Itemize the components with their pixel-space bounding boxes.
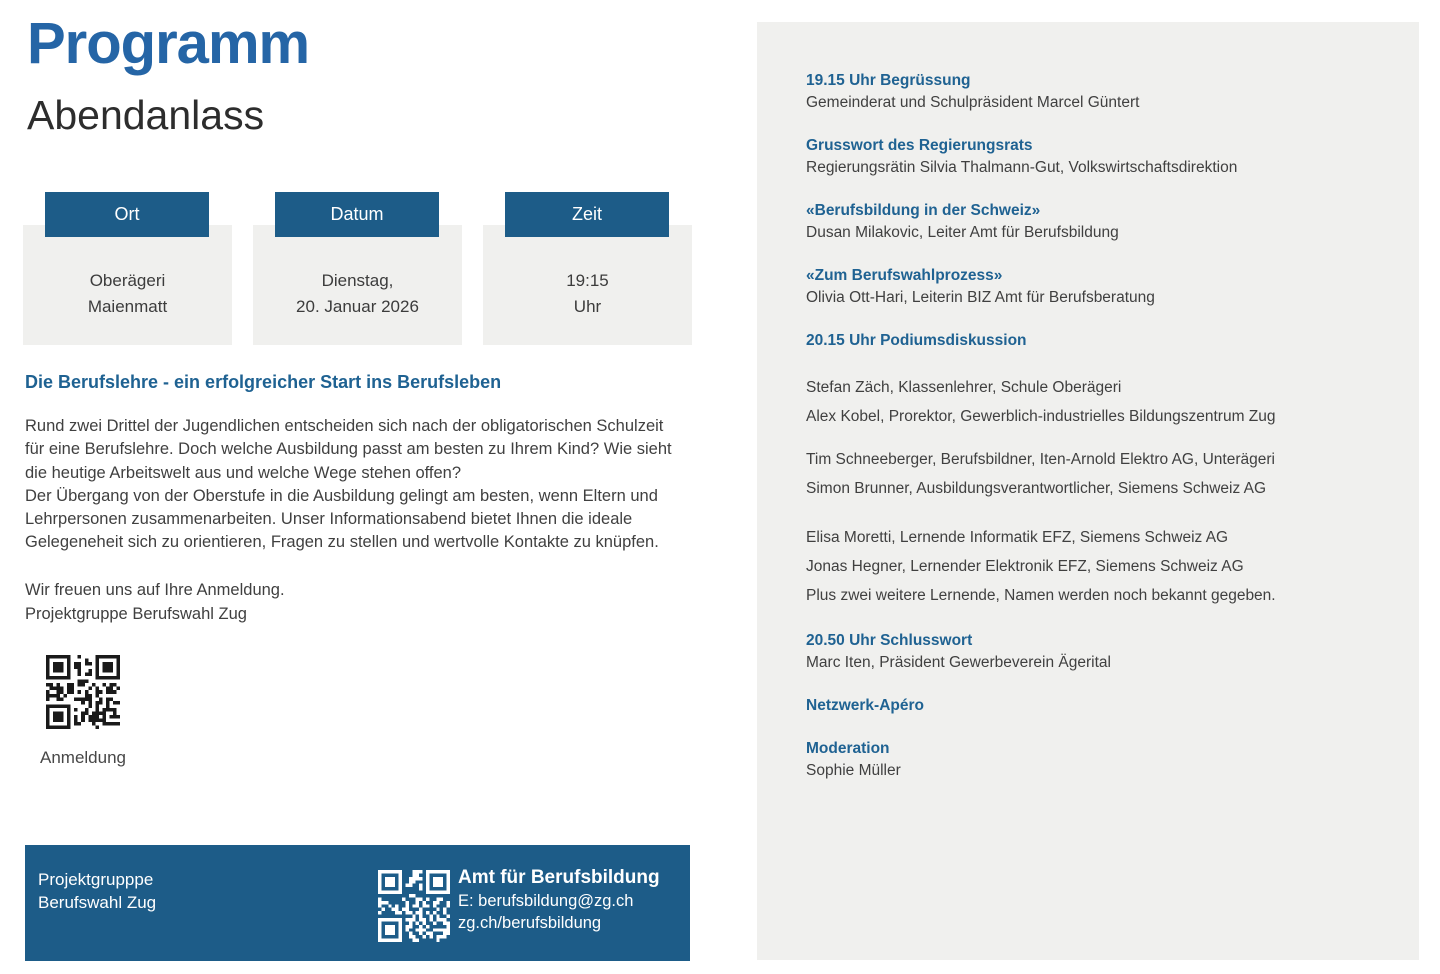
schedule-item-begruessung: 19.15 Uhr Begrüssung Gemeinderat und Sch… [806,70,1379,114]
closing-line: Projektgruppe Berufswahl Zug [25,604,247,623]
schedule-heading: 20.15 Uhr Podiumsdiskussion [806,332,1027,349]
schedule-line: Plus zwei weitere Lernende, Namen werden… [806,587,1276,604]
footer-website: zg.ch/berufsbildung [458,914,602,932]
schedule-line: Simon Brunner, Ausbildungsverantwortlich… [806,480,1267,497]
footer-left-line: Berufswahl Zug [38,893,157,912]
intro-paragraph-line: Der Übergang von der Oberstufe in die Au… [25,486,658,505]
footer-bar: Projektgrupppe Berufswahl Zug Amt für Be… [25,845,690,961]
schedule-heading: 19.15 Uhr Begrüssung [806,72,971,89]
program-schedule-panel: 19.15 Uhr Begrüssung Gemeinderat und Sch… [757,22,1419,960]
intro-heading: Die Berufslehre - ein erfolgreicher Star… [25,372,502,392]
schedule-line: Stefan Zäch, Klassenlehrer, Schule Oberä… [806,379,1122,396]
footer-right-text: Amt für Berufsbildung E: berufsbildung@z… [458,866,660,934]
info-card-zeit-body: 19:15 Uhr [483,225,692,345]
info-cards: Oberägeri Maienmatt Ort Dienstag, 20. Ja… [0,192,720,345]
schedule-item-grusswort: Grusswort des Regierungsrats Regierungsr… [806,135,1379,179]
schedule-item-podiumsdiskussion: 20.15 Uhr Podiumsdiskussion [806,330,1379,352]
schedule-line: Jonas Hegner, Lernender Elektronik EFZ, … [806,558,1244,575]
schedule-line: Alex Kobel, Prorektor, Gewerblich-indust… [806,408,1276,425]
berufsbildung-qr-code [378,870,450,942]
info-card-zeit-line: 19:15 [566,271,609,290]
footer-left-text: Projektgrupppe Berufswahl Zug [38,868,156,914]
info-card-ort-line: Maienmatt [87,297,168,316]
schedule-line: Tim Schneeberger, Berufsbildner, Iten-Ar… [806,451,1275,468]
intro-paragraph-line: für eine Berufslehre. Doch welche Ausbil… [25,440,672,459]
page-subtitle: Abendanlass [27,92,265,138]
registration-qr-code [46,655,120,729]
info-card-datum: Dienstag, 20. Januar 2026 Datum [253,192,462,345]
footer-left-line: Projektgrupppe [38,870,154,889]
info-card-datum-label: Datum [275,192,439,237]
schedule-line: Dusan Milakovic, Leiter Amt für Berufsbi… [806,224,1119,241]
schedule-participants-lernende: Elisa Moretti, Lernende Informatik EFZ, … [806,523,1379,610]
intro-paragraph-line: Rund zwei Drittel der Jugendlichen entsc… [25,417,664,435]
page-title: Programm [27,11,310,76]
schedule-line: Regierungsrätin Silvia Thalmann-Gut, Vol… [806,159,1238,176]
footer-email: E: berufsbildung@zg.ch [458,892,634,910]
intro-paragraph-line: die heutige Arbeitswelt aus und welche W… [25,463,462,482]
info-card-ort-line: Oberägeri [89,271,166,290]
schedule-line: Gemeinderat und Schulpräsident Marcel Gü… [806,94,1140,111]
schedule-heading: 20.50 Uhr Schlusswort [806,632,973,649]
schedule-line: Olivia Ott-Hari, Leiterin BIZ Amt für Be… [806,289,1155,306]
closing-line: Wir freuen uns auf Ihre Anmeldung. [25,581,285,599]
footer-right-title: Amt für Berufsbildung [458,867,660,888]
schedule-item-moderation: Moderation Sophie Müller [806,738,1379,782]
schedule-item-berufsbildung-schweiz: «Berufsbildung in der Schweiz» Dusan Mil… [806,200,1379,244]
schedule-heading: Grusswort des Regierungsrats [806,137,1033,154]
schedule-line: Sophie Müller [806,762,901,779]
intro-paragraph-line: Lehrpersonen zusammenarbeiten. Unser Inf… [25,510,633,529]
info-card-datum-line: 20. Januar 2026 [296,297,419,316]
registration-qr-caption: Anmeldung [40,748,127,767]
info-card-datum-body: Dienstag, 20. Januar 2026 [253,225,462,345]
schedule-participants-schule: Stefan Zäch, Klassenlehrer, Schule Oberä… [806,373,1379,431]
schedule-item-netzwerk-apero: Netzwerk-Apéro [806,695,1379,717]
schedule-heading: «Berufsbildung in der Schweiz» [806,202,1041,219]
info-card-zeit-line: Uhr [573,297,602,316]
info-card-zeit: 19:15 Uhr Zeit [483,192,692,345]
schedule-heading: «Zum Berufswahlprozess» [806,267,1003,284]
info-card-ort: Oberägeri Maienmatt Ort [23,192,232,345]
schedule-line: Marc Iten, Präsident Gewerbeverein Ägeri… [806,654,1111,671]
schedule-heading: Netzwerk-Apéro [806,697,924,714]
info-card-ort-body: Oberägeri Maienmatt [23,225,232,345]
info-card-zeit-label: Zeit [505,192,669,237]
info-card-ort-label: Ort [45,192,209,237]
schedule-participants-betriebe: Tim Schneeberger, Berufsbildner, Iten-Ar… [806,445,1379,503]
schedule-item-schlusswort: 20.50 Uhr Schlusswort Marc Iten, Präside… [806,630,1379,674]
info-card-datum-line: Dienstag, [321,271,394,290]
schedule-heading: Moderation [806,740,890,757]
intro-paragraph-line: Gelegeneheit sich zu orientieren, Fragen… [25,533,659,552]
closing-lines: Wir freuen uns auf Ihre Anmeldung. Proje… [25,579,285,626]
intro-paragraph: Rund zwei Drittel der Jugendlichen entsc… [25,415,672,555]
schedule-item-berufswahlprozess: «Zum Berufswahlprozess» Olivia Ott-Hari,… [806,265,1379,309]
schedule-line: Elisa Moretti, Lernende Informatik EFZ, … [806,529,1229,546]
